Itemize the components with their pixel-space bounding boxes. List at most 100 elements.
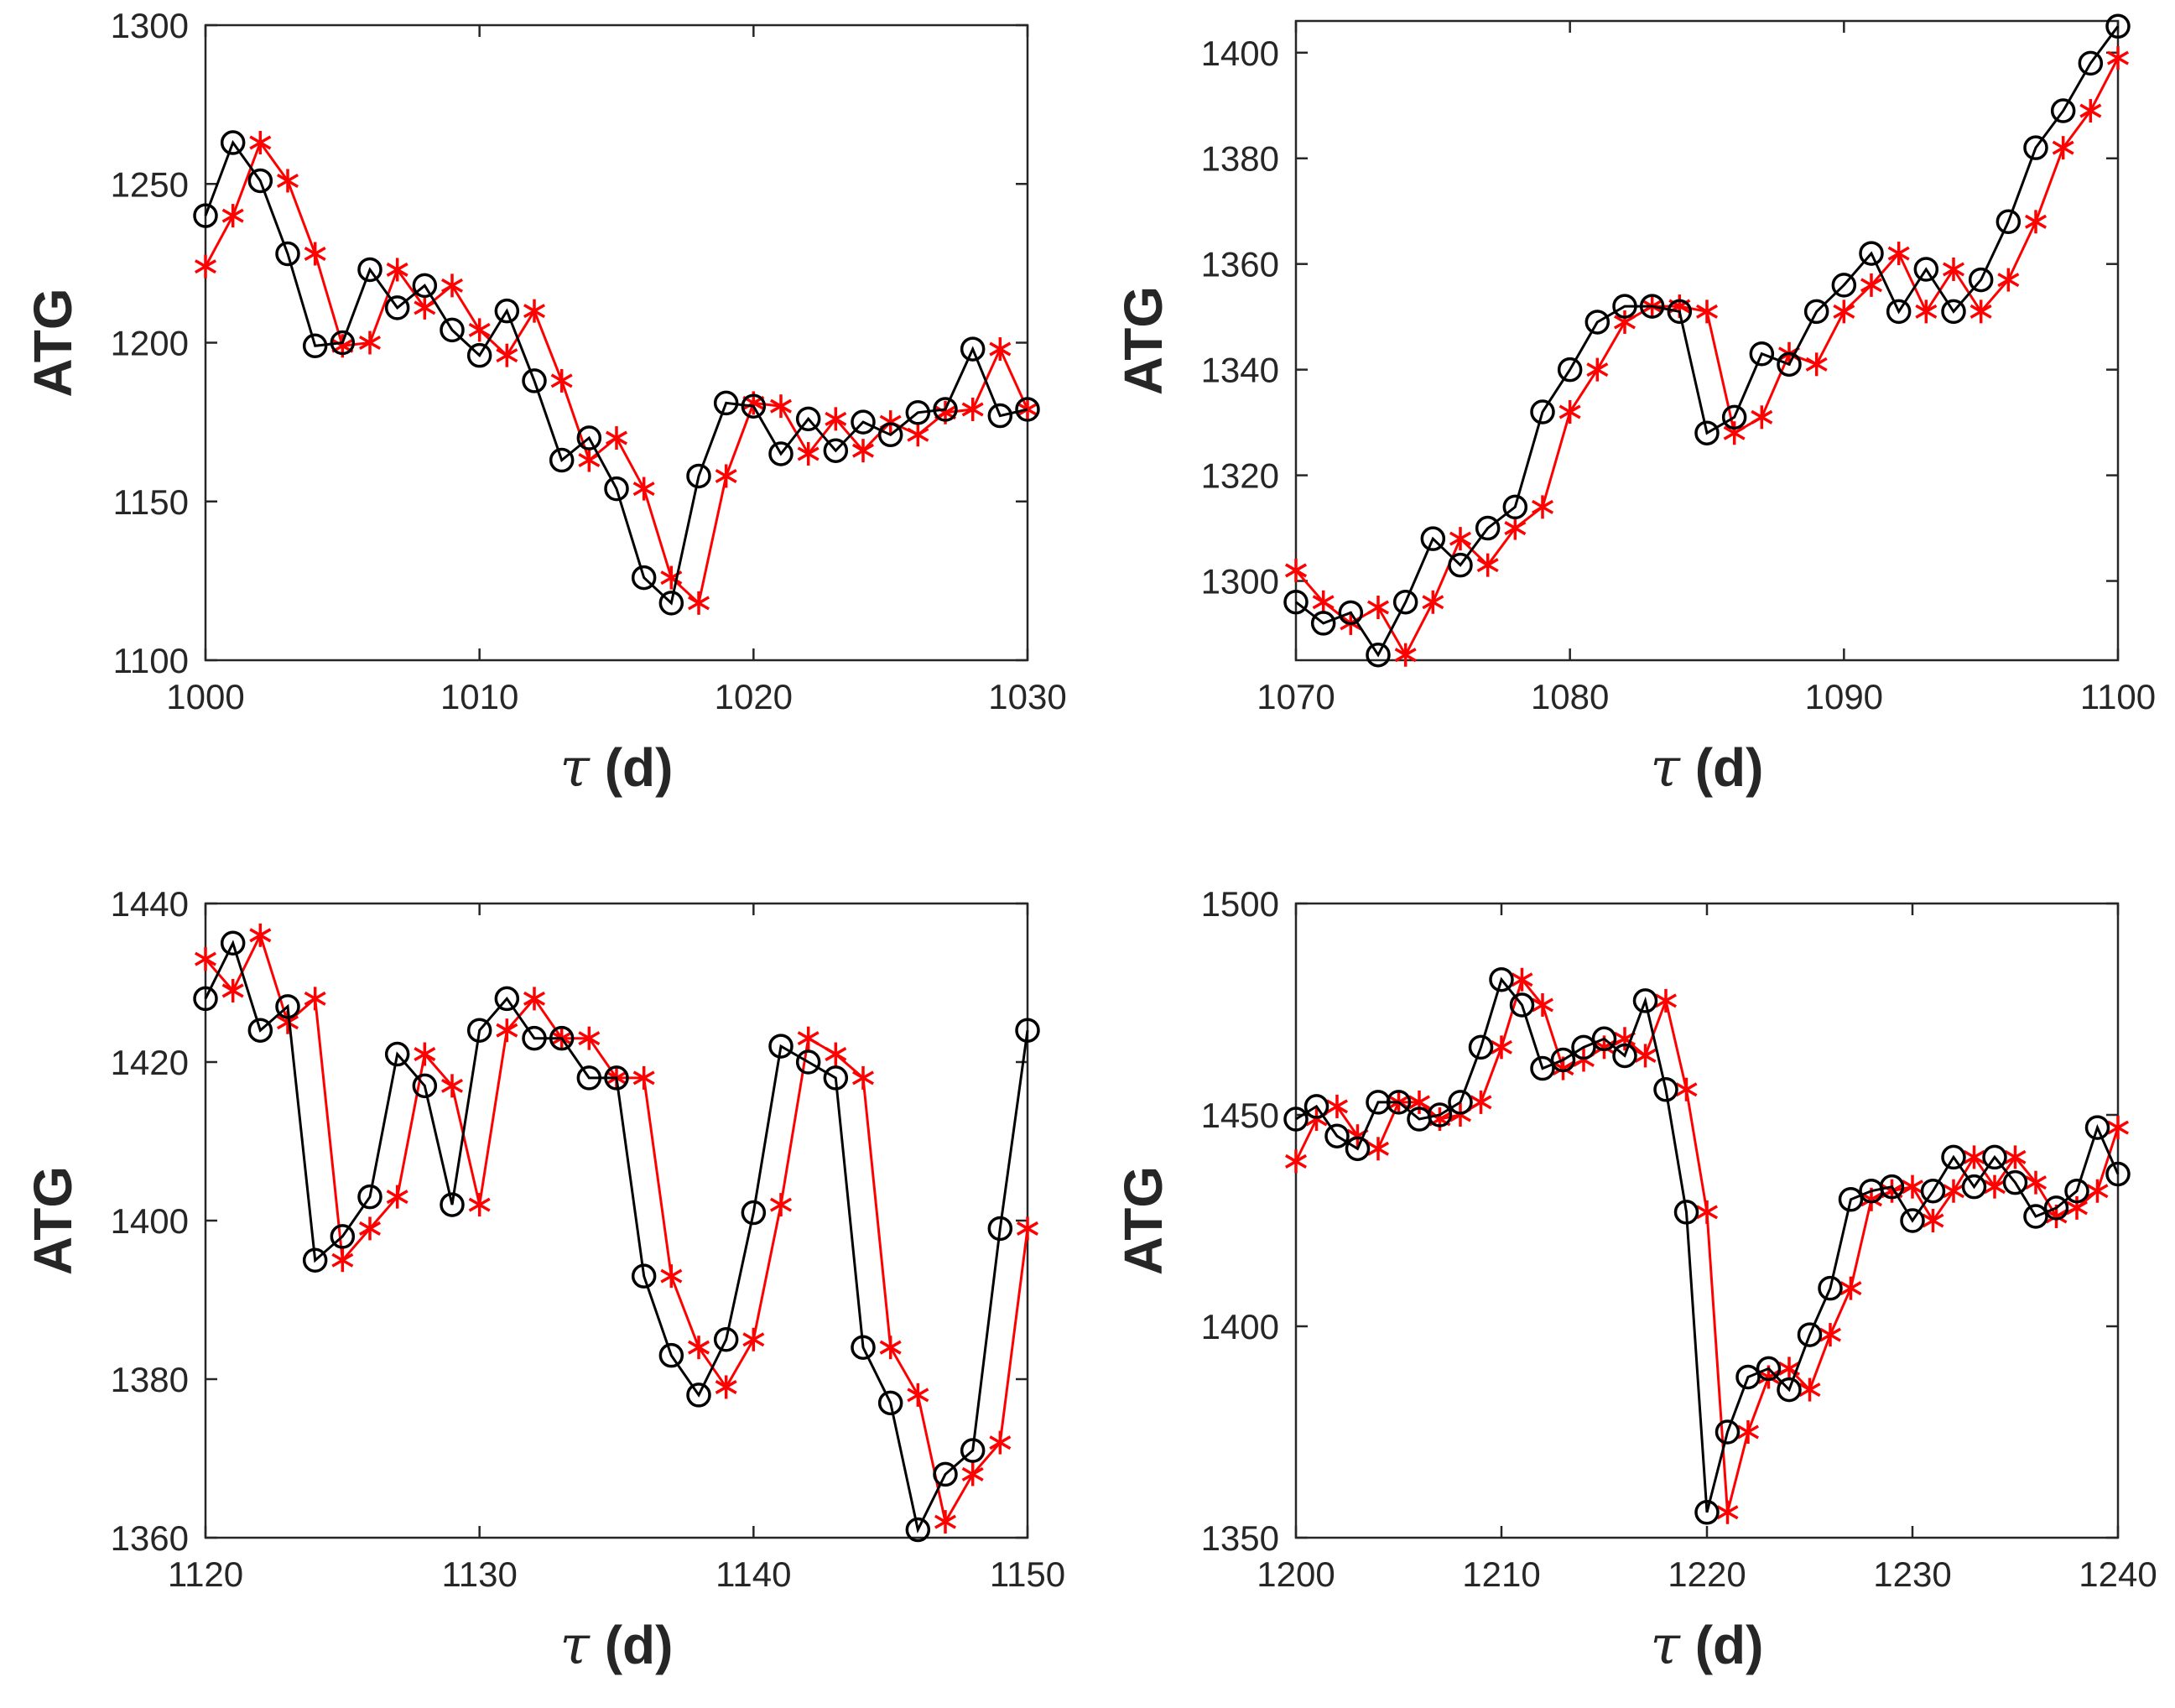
data-point-circle — [1448, 552, 1473, 578]
asterisk-stroke — [825, 1047, 847, 1062]
asterisk-stroke — [2004, 1149, 2027, 1164]
data-point-asterisk — [2107, 46, 2129, 70]
y-tick-label: 1250 — [111, 164, 189, 204]
series-line-predicted — [204, 139, 1029, 606]
data-point-circle — [960, 336, 986, 362]
asterisk-stroke — [1887, 246, 1910, 261]
data-point-circle — [1667, 299, 1693, 325]
y-tick-label: 1320 — [1201, 456, 1279, 496]
data-point-circle — [1715, 1419, 1741, 1445]
data-point-asterisk — [852, 439, 874, 463]
data-point-asterisk — [2052, 136, 2074, 160]
data-point-asterisk — [1860, 273, 1882, 297]
data-point-asterisk — [1723, 421, 1746, 445]
asterisk-stroke — [852, 443, 874, 458]
data-point-circle — [1420, 526, 1446, 551]
data-point-circle — [1797, 1322, 1823, 1347]
asterisk-stroke — [2079, 103, 2102, 118]
data-point-circle — [549, 1025, 575, 1051]
data-point-asterisk — [1943, 257, 1964, 281]
data-point-circle — [1584, 310, 1610, 335]
data-point-circle — [823, 438, 849, 463]
data-point-circle — [1557, 357, 1583, 383]
data-point-circle — [1694, 420, 1720, 445]
data-point-circle — [1879, 1174, 1905, 1200]
data-point-asterisk — [468, 1193, 491, 1217]
data-point-circle — [1366, 642, 1391, 668]
data-point-circle — [412, 273, 438, 299]
data-point-asterisk — [1558, 400, 1581, 424]
data-point-circle — [1777, 351, 1802, 378]
data-point-asterisk — [249, 923, 272, 947]
data-point-circle — [1859, 241, 1884, 266]
data-point-circle — [1913, 257, 1939, 282]
y-tick-label: 1360 — [111, 1518, 189, 1558]
data-point-circle — [1448, 1090, 1473, 1115]
data-point-asterisk — [989, 337, 1012, 362]
x-tick-label: 1090 — [1805, 677, 1883, 716]
y-tick-label: 1500 — [1201, 884, 1279, 924]
asterisk-stroke — [1819, 1327, 1841, 1342]
asterisk-stroke — [2025, 214, 2047, 229]
data-point-asterisk — [1586, 357, 1609, 382]
data-point-asterisk — [386, 258, 408, 282]
series-predicted — [1285, 46, 2129, 667]
data-point-circle — [357, 1184, 382, 1210]
asterisk-stroke — [249, 928, 272, 943]
y-tick-label: 1300 — [1201, 562, 1279, 601]
data-point-circle — [302, 333, 328, 359]
data-point-circle — [2105, 13, 2131, 39]
asterisk-stroke — [1963, 1149, 1985, 1164]
data-point-circle — [2043, 1195, 2069, 1221]
data-point-circle — [604, 1065, 629, 1091]
asterisk-stroke — [1017, 402, 1038, 417]
y-tick-label: 1380 — [111, 1360, 189, 1399]
x-axis-label: τ (d) — [560, 737, 674, 799]
asterisk-stroke — [2052, 140, 2074, 155]
asterisk-stroke — [249, 135, 272, 150]
asterisk-stroke — [1860, 1192, 1882, 1207]
data-point-asterisk — [1476, 553, 1499, 577]
y-tick-label: 1440 — [111, 884, 189, 924]
data-point-circle — [686, 463, 711, 489]
data-point-circle — [1468, 1034, 1494, 1060]
asterisk-stroke — [359, 335, 381, 351]
asterisk-stroke — [1285, 1153, 1307, 1169]
data-point-circle — [987, 1216, 1013, 1242]
x-tick-label: 1150 — [990, 1554, 1065, 1594]
data-point-circle — [1632, 988, 1658, 1013]
data-point-circle — [2078, 50, 2104, 76]
data-point-circle — [2064, 1178, 2089, 1204]
data-point-circle — [1612, 1043, 1637, 1069]
asterisk-stroke — [907, 1388, 929, 1403]
data-point-asterisk — [934, 1510, 956, 1534]
asterisk-stroke — [2107, 50, 2129, 65]
asterisk-stroke — [1833, 304, 1855, 319]
data-point-asterisk — [1017, 1216, 1038, 1241]
data-point-circle — [1345, 1136, 1371, 1162]
asterisk-stroke — [2107, 1120, 2129, 1135]
data-point-circle — [1961, 1174, 1987, 1200]
data-point-asterisk — [359, 1216, 381, 1241]
data-point-circle — [1900, 1208, 1925, 1233]
y-tick-label: 1420 — [111, 1043, 189, 1082]
data-point-circle — [1838, 1187, 1864, 1212]
data-point-circle — [247, 1018, 273, 1043]
data-point-circle — [905, 1517, 931, 1543]
data-point-circle — [1303, 1094, 1329, 1119]
asterisk-stroke — [578, 453, 601, 468]
series-line-predicted — [1294, 976, 2120, 1513]
data-point-asterisk — [1805, 352, 1828, 377]
series-line-observed — [204, 940, 1029, 1534]
data-point-circle — [275, 241, 300, 267]
asterisk-stroke — [1723, 425, 1746, 440]
data-point-asterisk — [1696, 299, 1718, 324]
data-point-circle — [2084, 1115, 2110, 1140]
data-point-asterisk — [414, 295, 436, 320]
x-tick-label: 1070 — [1257, 677, 1335, 716]
y-tick-label: 1200 — [111, 324, 189, 363]
y-tick-label: 1360 — [1201, 245, 1279, 284]
x-axis-label-unit: (d) — [590, 1615, 674, 1675]
data-point-circle — [658, 591, 684, 616]
x-tick-label: 1240 — [2079, 1554, 2157, 1594]
